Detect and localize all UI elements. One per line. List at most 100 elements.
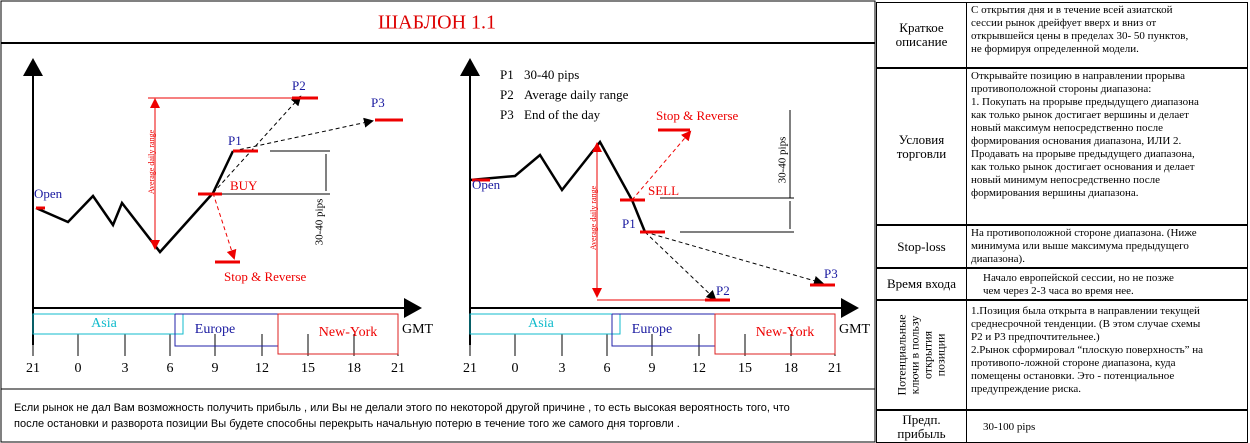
label: 0 bbox=[75, 361, 82, 376]
content-line: P2 и P3 предпочтительнее.) bbox=[971, 331, 1100, 343]
session-box bbox=[32, 313, 184, 335]
row-label: Время входа bbox=[876, 268, 967, 300]
arrow bbox=[212, 95, 302, 194]
session-box bbox=[714, 313, 836, 355]
content-line: минимума или выше максимума предыдущего bbox=[971, 240, 1189, 252]
row-label: Краткое описание bbox=[876, 2, 967, 68]
title: ШАБЛОН 1.1 bbox=[378, 12, 496, 34]
frame bbox=[0, 0, 876, 443]
price-path bbox=[35, 150, 235, 254]
label: P1 bbox=[622, 216, 636, 231]
label: BUY bbox=[230, 178, 258, 193]
label: SELL bbox=[648, 183, 679, 198]
content-line: противоположной стороны диапазона: bbox=[971, 83, 1152, 95]
content-line: не формируя определенной модели. bbox=[971, 43, 1139, 55]
label-line: описание bbox=[895, 34, 948, 49]
row-content: 30-100 pips bbox=[966, 410, 1248, 443]
label: Average daily range bbox=[589, 185, 598, 250]
content-line: С открытия дня и в течение всей азиатско… bbox=[971, 4, 1173, 16]
content-line: противопо-ложной стороне диапазона, куда bbox=[971, 357, 1176, 369]
content-line: новый минимум непосредственно после bbox=[971, 174, 1161, 186]
label-line: торговли bbox=[896, 145, 947, 161]
stop-arrow bbox=[631, 130, 692, 201]
label: New-York bbox=[756, 325, 814, 340]
label-line: позиции bbox=[933, 333, 948, 377]
label: Europe bbox=[195, 322, 235, 337]
label: Open bbox=[34, 186, 63, 201]
label: Europe bbox=[632, 322, 672, 337]
content-line: предупреждение риска. bbox=[971, 383, 1082, 395]
content-line: Открывайте позицию в направлении прорыва bbox=[971, 70, 1185, 82]
label: GMT bbox=[402, 322, 434, 337]
label: 21 bbox=[463, 361, 477, 376]
content-line: Начало европейской сессии, но не позже bbox=[983, 272, 1174, 284]
label-line: Краткое bbox=[899, 20, 944, 35]
label: 30-40 pips bbox=[777, 137, 789, 184]
content-line: На противоположной стороне диапазона. (Н… bbox=[971, 227, 1197, 239]
label: 18 bbox=[784, 361, 798, 376]
stop-arrow bbox=[212, 192, 237, 260]
content-line: 1.Позиция была открыта в направлении тек… bbox=[971, 305, 1200, 317]
row-content: С открытия дня и в течение всей азиатско… bbox=[966, 2, 1248, 68]
content-line: открывшейся цены в пределах 30- 50 пункт… bbox=[971, 30, 1189, 42]
label: P3 bbox=[371, 95, 385, 110]
label: Stop & Reverse bbox=[656, 108, 739, 123]
label: Stop & Reverse bbox=[224, 269, 307, 284]
label: 30-40 pips bbox=[314, 199, 326, 246]
label: 9 bbox=[649, 361, 656, 376]
label: 18 bbox=[347, 361, 361, 376]
label: 0 bbox=[512, 361, 519, 376]
content-line: новый максимум непосредственно после bbox=[971, 122, 1164, 134]
label: 15 bbox=[738, 361, 752, 376]
label: End of the day bbox=[524, 107, 601, 122]
session-box bbox=[277, 313, 399, 355]
arrow bbox=[644, 231, 717, 301]
content-line: диапазона). bbox=[971, 253, 1025, 265]
content-line: формирования основания диапазона, ИЛИ 2. bbox=[971, 135, 1182, 147]
row-content: 1.Позиция была открыта в направлении тек… bbox=[966, 300, 1248, 410]
label: Asia bbox=[528, 316, 554, 331]
footer-line: Если рынок не дал Вам возможность получи… bbox=[14, 402, 790, 414]
content-line: 1. Покупать на прорыве предыдущего диапа… bbox=[971, 96, 1199, 108]
label: 21 bbox=[391, 361, 405, 376]
content-line: сессии рынок дрейфует вверх и вниз от bbox=[971, 17, 1157, 29]
label: P2 bbox=[500, 87, 514, 102]
content-line: 30-100 pips bbox=[983, 421, 1036, 433]
label: 30-40 pips bbox=[524, 67, 579, 82]
label: 3 bbox=[559, 361, 566, 376]
row-label: Stop-loss bbox=[876, 225, 967, 268]
label: 3 bbox=[122, 361, 129, 376]
label: New-York bbox=[319, 325, 377, 340]
label-line: Условия bbox=[898, 131, 945, 147]
content-line: 2.Рынок сформировал “плоскую поверхность… bbox=[971, 344, 1204, 356]
arrow bbox=[232, 117, 374, 152]
label: Open bbox=[472, 177, 501, 192]
label: 21 bbox=[828, 361, 842, 376]
label: 6 bbox=[167, 361, 174, 376]
content-line: формирования вершины диапазона. bbox=[971, 187, 1139, 199]
content-line: Продавать на прорыве предыдущего диапазо… bbox=[971, 148, 1195, 160]
footer-line: после остановки и разворота позиции Вы б… bbox=[14, 418, 680, 430]
diagram-panel: ШАБЛОН 1.1 Если рынок не дал Вам возможн… bbox=[0, 0, 876, 443]
label-line: Stop-loss bbox=[897, 238, 946, 254]
label-line: Предп. bbox=[902, 411, 941, 427]
row-content: На противоположной стороне диапазона. (Н… bbox=[966, 225, 1248, 268]
label: Average daily range bbox=[524, 87, 629, 102]
content-line: помещены остановки. Это - потенциальное bbox=[971, 370, 1175, 382]
label: P2 bbox=[716, 283, 730, 298]
label: 12 bbox=[255, 361, 269, 376]
label: P2 bbox=[292, 78, 306, 93]
arrow bbox=[644, 231, 824, 286]
content-line: чем через 2-3 часа во время нее. bbox=[983, 285, 1134, 297]
row-label: Предп. прибыль bbox=[876, 410, 967, 443]
content-line: как только рынок достигает вершины и дел… bbox=[971, 109, 1189, 121]
label: P3 bbox=[500, 107, 514, 122]
label: P1 bbox=[228, 133, 242, 148]
row-content: Открывайте позицию в направлении прорыва… bbox=[966, 68, 1248, 225]
content-line: как только рынок достигает основания и д… bbox=[971, 161, 1195, 173]
label: GMT bbox=[839, 322, 871, 337]
label: Average daily range bbox=[147, 129, 156, 194]
label-line: Время входа bbox=[886, 276, 957, 291]
row-label: Условия торговли bbox=[876, 68, 967, 225]
